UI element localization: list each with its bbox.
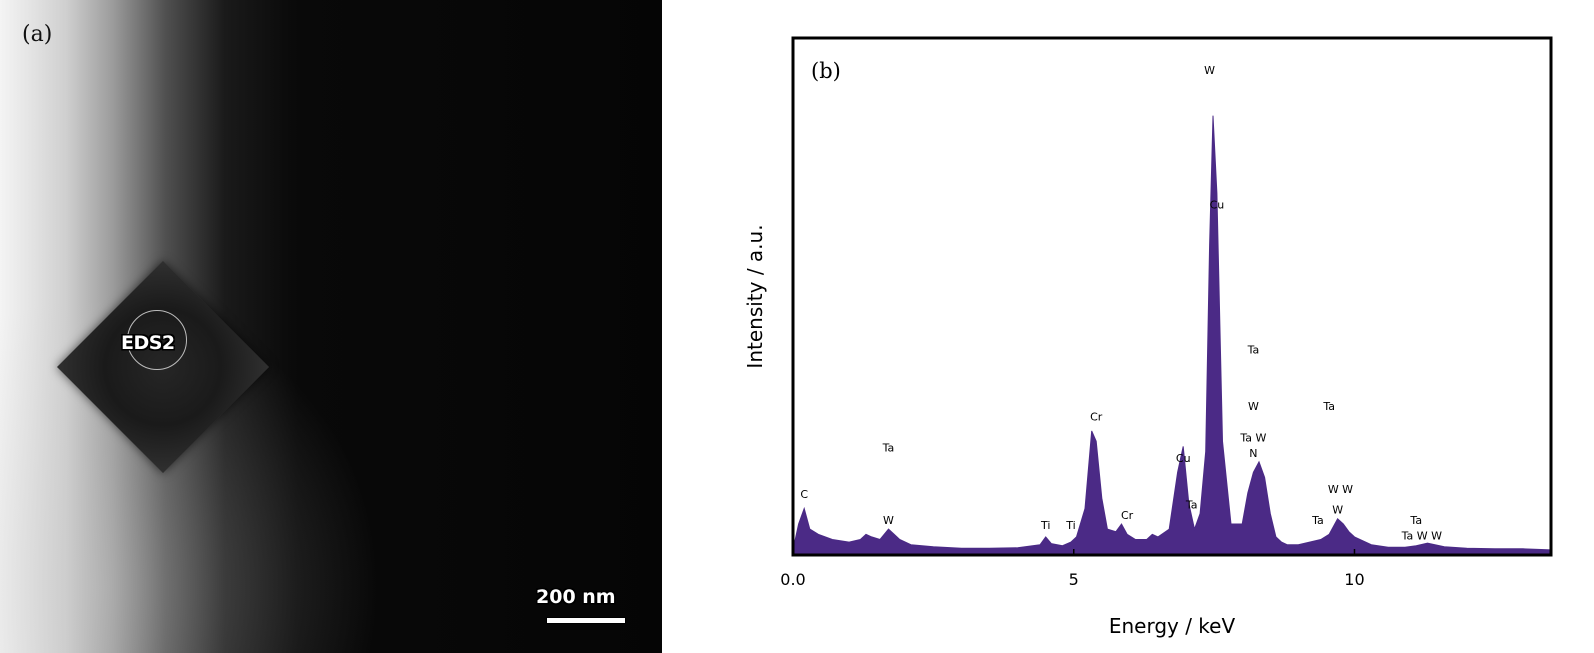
- peak-label: Cu: [1210, 199, 1225, 212]
- x-tick-label: 5: [1069, 570, 1079, 589]
- y-axis-label: Intensity / a.u.: [743, 224, 767, 368]
- plot-area: [792, 115, 1552, 556]
- eds-region-circle: [127, 310, 187, 370]
- peak-label: Ti: [1040, 519, 1050, 532]
- scale-bar: [546, 617, 626, 624]
- peak-label: Ta W: [1239, 431, 1266, 444]
- peak-label: Ta: [1247, 343, 1260, 356]
- peak-label: Cu: [1176, 452, 1191, 465]
- eds-region-label: EDS2: [121, 332, 175, 354]
- peak-label: Cr: [1121, 509, 1134, 522]
- peak-label: Cr: [1090, 411, 1103, 424]
- peak-label: Ti: [1065, 519, 1075, 532]
- x-tick-label: 0.0: [780, 570, 805, 589]
- x-axis-ticks: 0.0 5 10: [780, 549, 1365, 589]
- x-axis-label: Energy / keV: [1109, 614, 1236, 638]
- x-tick-label: 10: [1344, 570, 1364, 589]
- scale-bar-label: 200 nm: [536, 586, 616, 608]
- peak-label: C: [800, 488, 808, 501]
- plot-frame: [791, 36, 1553, 557]
- peak-label: Ta: [1409, 514, 1422, 527]
- peak-label: Ta: [1311, 514, 1324, 527]
- peak-label: W W: [1328, 483, 1353, 496]
- peak-label: W: [1332, 504, 1343, 517]
- peak-label: Ta: [1185, 498, 1198, 511]
- peak-label: W: [883, 514, 894, 527]
- eds-spectrum-panel: 0.0 5 10 W Cu Ta W Ta W N Cr Cu Ta Cr C Ta W Ti Ti Ta W W W…: [662, 0, 1594, 653]
- panel-a-label: (a): [22, 22, 53, 47]
- micrograph-panel: EDS2 (a) 200 nm: [0, 0, 662, 653]
- peak-label: Ta: [1322, 400, 1335, 413]
- eds-spectrum-chart: 0.0 5 10 W Cu Ta W Ta W N Cr Cu Ta Cr C Ta W Ti Ti Ta W W W…: [743, 36, 1553, 638]
- peak-label: Ta W W: [1401, 529, 1443, 542]
- peak-annotations: W Cu Ta W Ta W N Cr Cu Ta Cr C Ta W Ti Ti Ta W W W Ta Ta Ta …: [800, 64, 1442, 542]
- spectrum-series-0: [792, 115, 1552, 556]
- peak-label: W: [1248, 400, 1259, 413]
- peak-label: Ta: [882, 442, 895, 455]
- peak-label: W: [1204, 64, 1215, 77]
- peak-label: N: [1249, 447, 1257, 460]
- panel-b-label: (b): [811, 59, 841, 83]
